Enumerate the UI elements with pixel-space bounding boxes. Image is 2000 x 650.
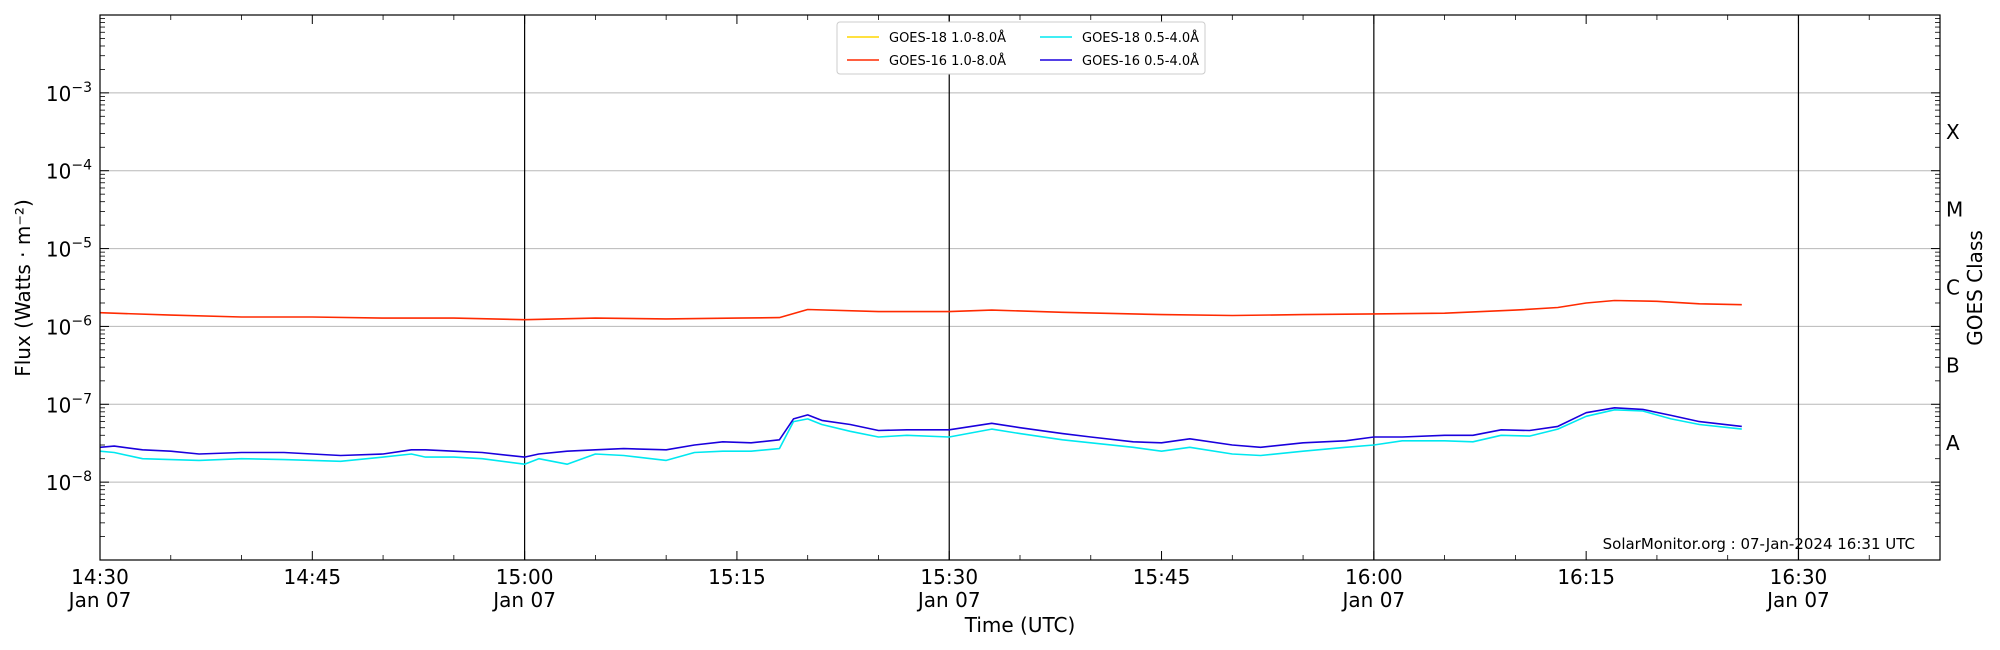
series-layer: [99, 299, 1742, 466]
y-axis-title: Flux (Watts · m⁻²): [11, 199, 35, 377]
x-tick-label: 14:30: [71, 565, 129, 589]
x-tick-label: 15:15: [708, 565, 766, 589]
legend-label: GOES-18 1.0-8.0Å: [889, 30, 1006, 46]
y-tick-label: 10−6: [46, 313, 92, 339]
legend-label: GOES-16 1.0-8.0Å: [889, 53, 1006, 69]
y-tick-label: 10−7: [46, 391, 92, 417]
goes-class-label: B: [1946, 353, 1960, 377]
y-axis-right-title: GOES Class: [1963, 230, 1987, 346]
vertical-lines-layer: [524, 15, 1800, 560]
legend: GOES-18 1.0-8.0Å GOES-16 1.0-8.0Å GOES-18 …: [836, 21, 1206, 75]
y-tick-label: 10−4: [46, 158, 92, 184]
x-tick-label: 16:00: [1345, 565, 1403, 589]
legend-label: GOES-16 0.5-4.0Å: [1082, 53, 1199, 69]
x-axis-title: Time (UTC): [964, 613, 1076, 637]
x-tick-label: 14:45: [283, 565, 341, 589]
y-tick-label: 10−3: [46, 80, 92, 106]
y-tick-label: 10−5: [46, 236, 92, 262]
goes-class-label: A: [1946, 431, 1960, 455]
grid-layer: [100, 92, 1940, 483]
x-tick-label: 15:30: [920, 565, 978, 589]
x-tick-label: 16:30: [1770, 565, 1828, 589]
x-tick-date-label: Jan 07: [67, 588, 132, 612]
series-line-3: [99, 406, 1742, 458]
y-tick-label: 10−8: [46, 469, 92, 495]
x-tick-date-label: Jan 07: [491, 588, 556, 612]
x-tick-label: 16:15: [1557, 565, 1615, 589]
goes-class-label: M: [1946, 198, 1963, 222]
x-tick-label: 15:00: [496, 565, 554, 589]
legend-box: [836, 21, 1206, 75]
x-tick-date-label: Jan 07: [916, 588, 981, 612]
tick-layer: [99, 15, 1941, 560]
credit-text: SolarMonitor.org : 07-Jan-2024 16:31 UTC: [1603, 535, 1915, 553]
x-tick-date-label: Jan 07: [1765, 588, 1830, 612]
series-line-1: [99, 299, 1742, 321]
legend-label: GOES-18 0.5-4.0Å: [1082, 30, 1199, 46]
goes-class-label: X: [1946, 120, 1960, 144]
x-tick-label: 15:45: [1133, 565, 1191, 589]
x-tick-date-label: Jan 07: [1341, 588, 1406, 612]
series-line-2: [99, 408, 1742, 466]
goes-class-label: C: [1946, 276, 1960, 300]
